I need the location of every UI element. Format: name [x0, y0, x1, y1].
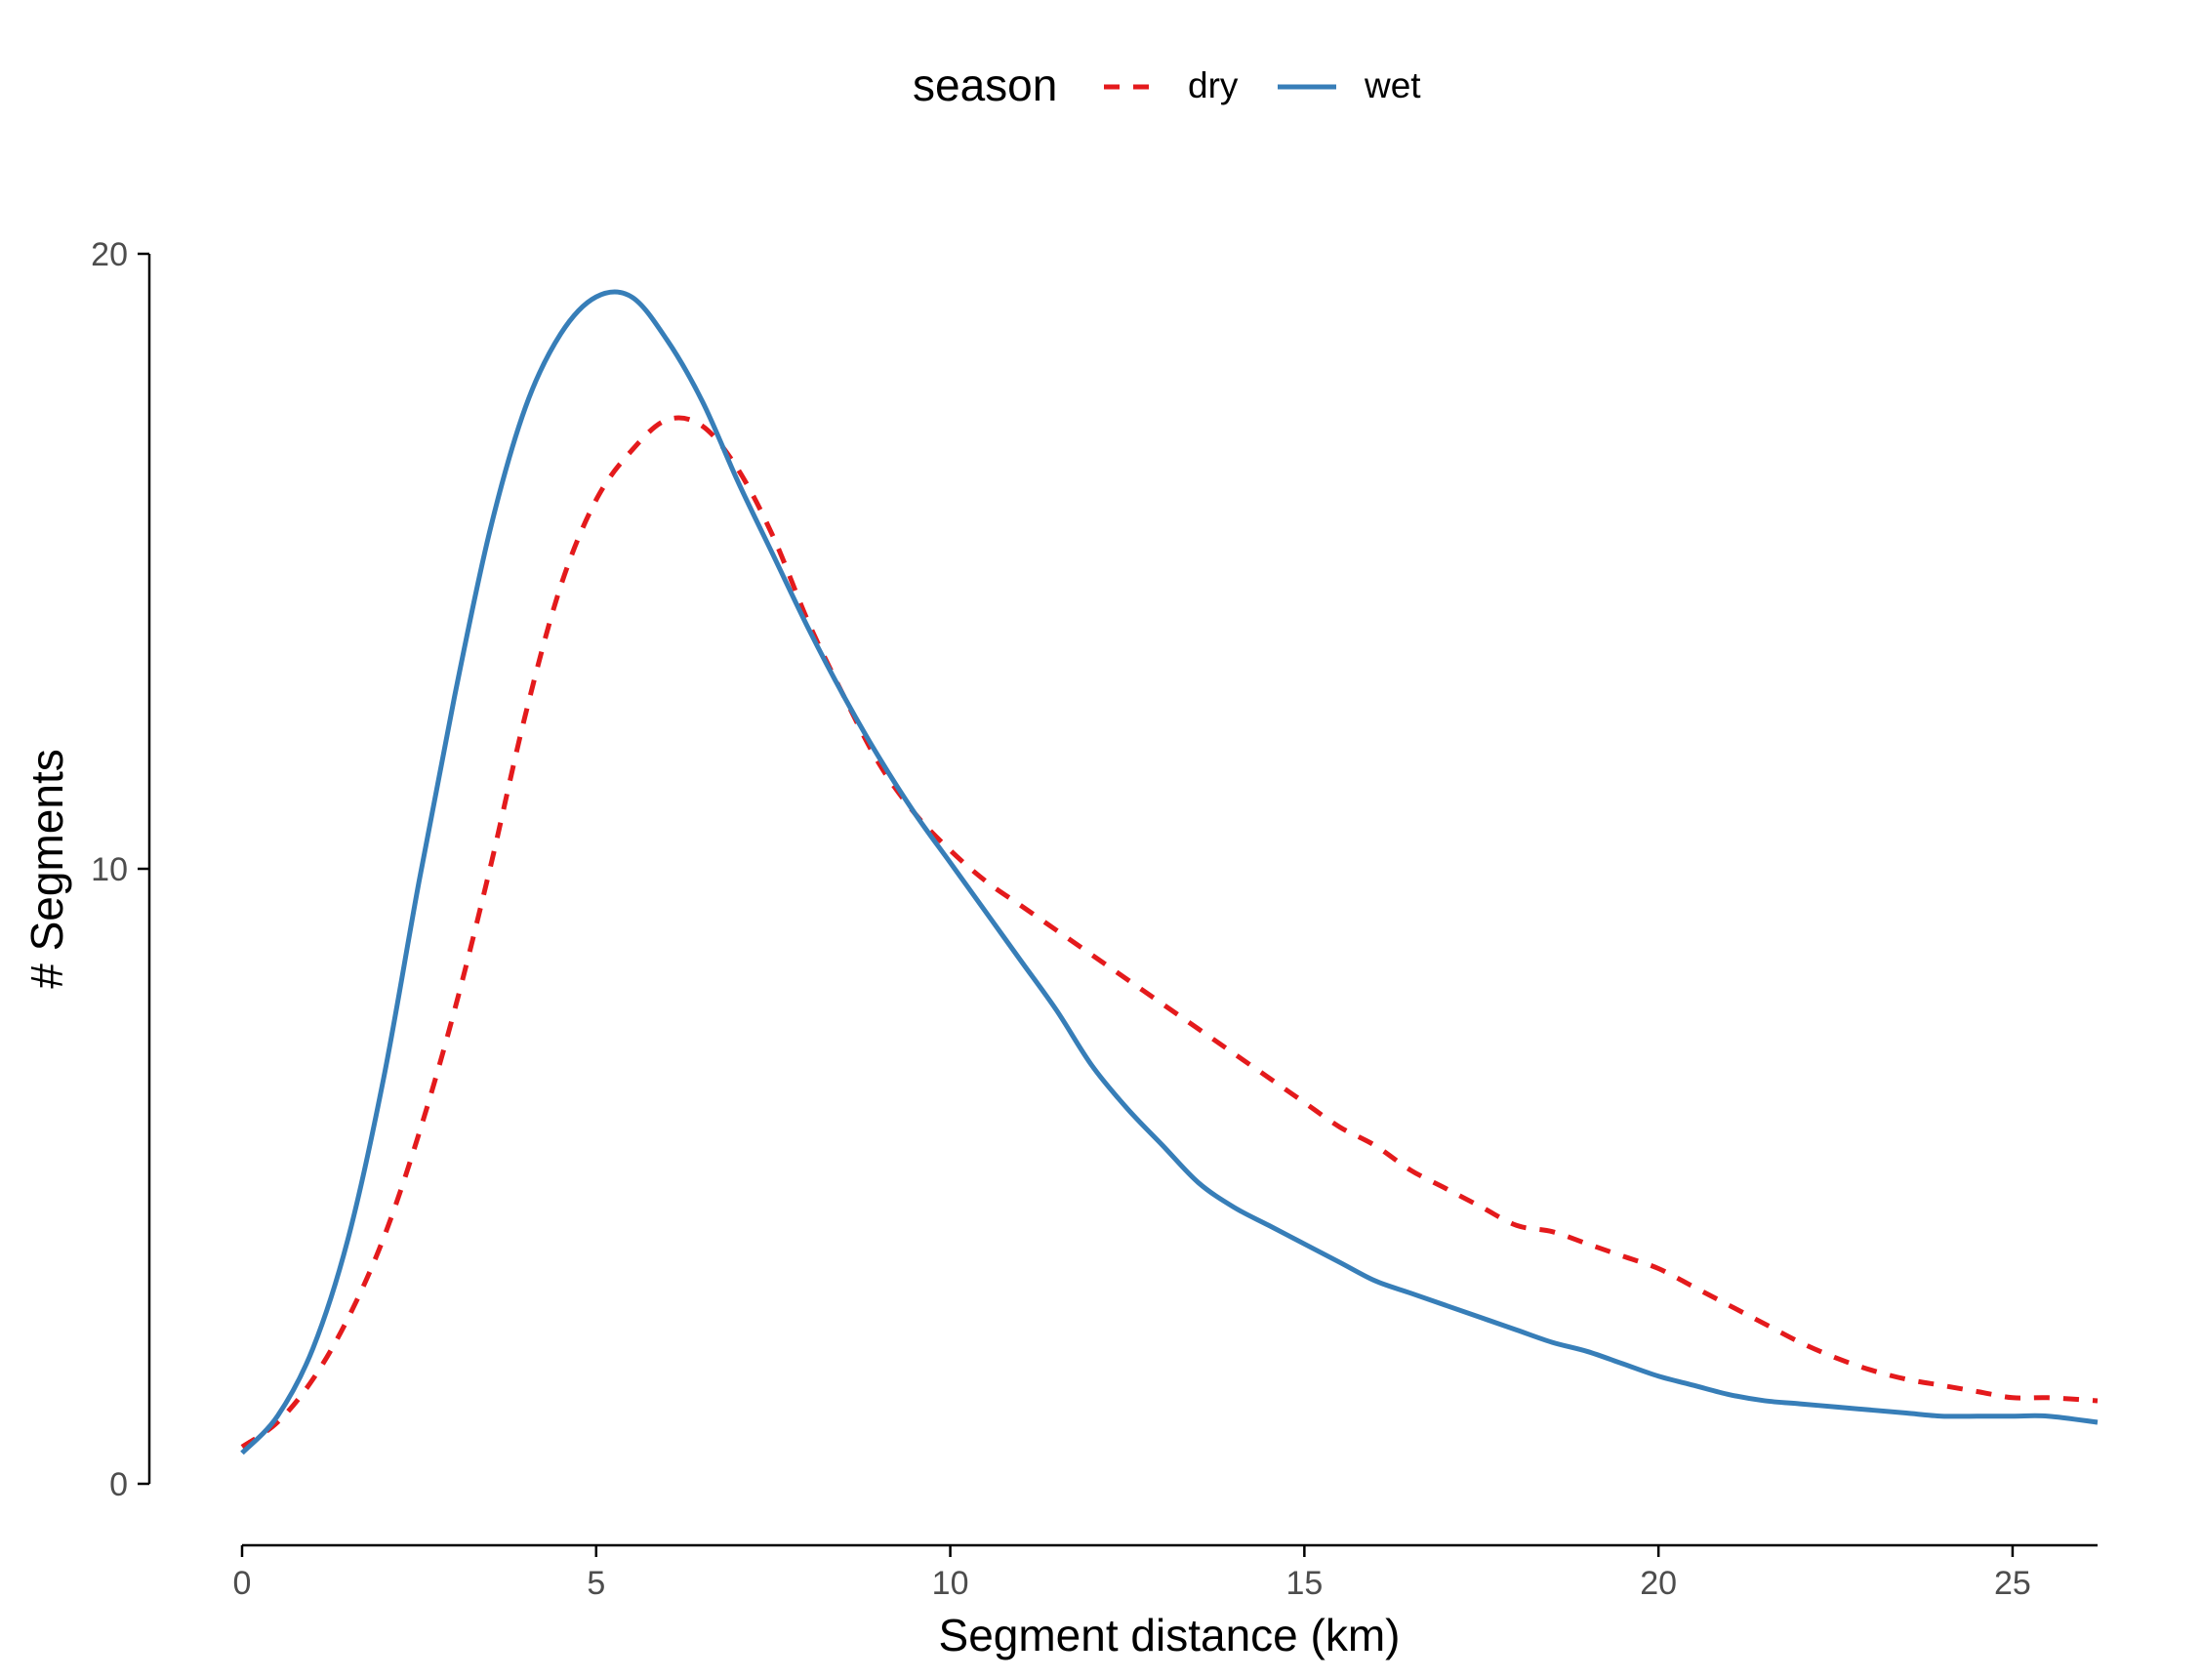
x-tick-label: 20 — [1640, 1565, 1677, 1602]
series-line-wet — [240, 289, 2099, 1455]
y-tick-label: 20 — [91, 236, 128, 273]
legend-label-wet: wet — [1364, 65, 1421, 105]
x-tick-label: 5 — [587, 1565, 605, 1602]
y-axis-title: # Segments — [21, 749, 72, 988]
x-tick-label: 0 — [233, 1565, 252, 1602]
y-tick-label: 10 — [91, 851, 128, 888]
x-axis-title: Segment distance (km) — [939, 1610, 1401, 1660]
x-tick-label: 15 — [1285, 1565, 1323, 1602]
x-axis: 0 5 10 15 20 25 — [233, 1543, 2098, 1602]
x-tick-label: 25 — [1994, 1565, 2031, 1602]
legend: season dry wet — [913, 60, 1421, 110]
y-axis: 0 10 20 — [91, 236, 151, 1503]
y-tick-label: 0 — [109, 1466, 128, 1503]
series-layer — [240, 289, 2099, 1455]
series-line-dry — [240, 415, 2099, 1450]
legend-label-dry: dry — [1188, 65, 1239, 105]
legend-title: season — [913, 60, 1057, 110]
x-tick-label: 10 — [932, 1565, 969, 1602]
